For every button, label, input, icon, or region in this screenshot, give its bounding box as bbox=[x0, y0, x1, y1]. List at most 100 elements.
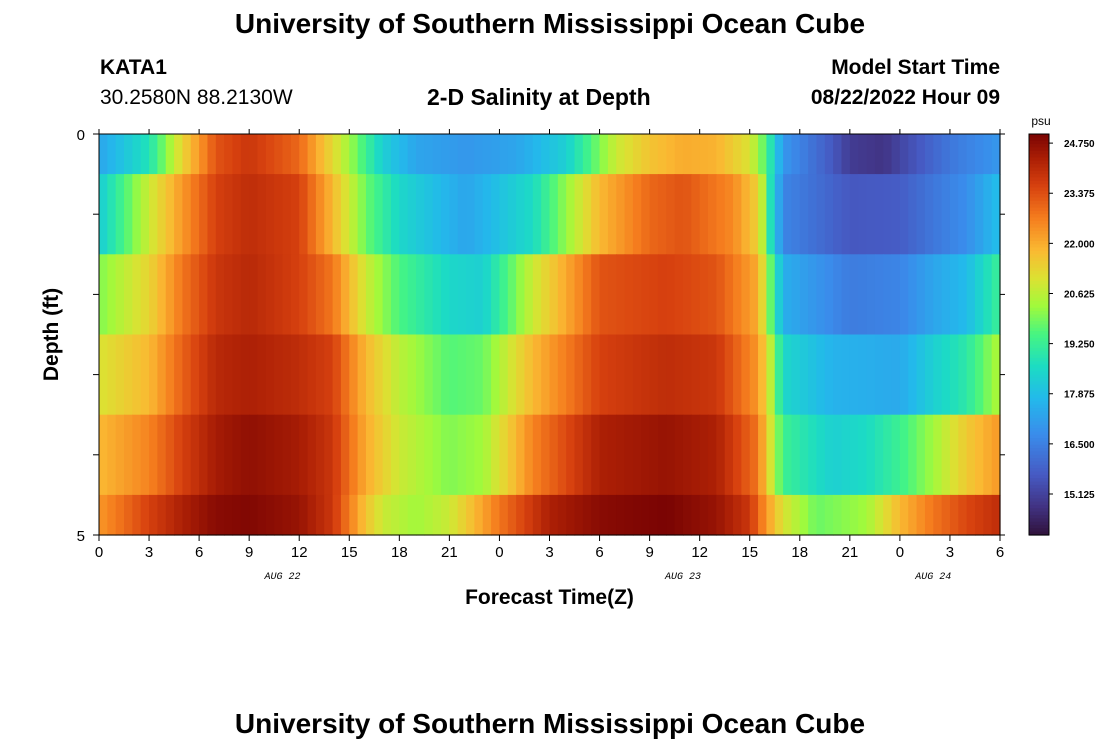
heatmap-cell bbox=[824, 174, 834, 255]
colorbar-segment bbox=[1029, 448, 1049, 453]
colorbar-segment bbox=[1029, 224, 1049, 229]
heatmap-cell bbox=[741, 494, 751, 536]
heatmap-cell bbox=[641, 414, 651, 496]
heatmap-cell bbox=[507, 174, 517, 255]
heatmap-cell bbox=[908, 254, 918, 336]
heatmap-cell bbox=[332, 494, 342, 536]
heatmap-cell bbox=[916, 134, 926, 175]
heatmap-cell bbox=[299, 334, 309, 416]
colorbar-segment bbox=[1029, 364, 1049, 369]
heatmap-cell bbox=[716, 334, 726, 416]
heatmap-cell bbox=[941, 494, 951, 536]
heatmap-cell bbox=[674, 134, 684, 175]
heatmap-cell bbox=[307, 494, 317, 536]
colorbar-segment bbox=[1029, 217, 1049, 222]
heatmap-cell bbox=[432, 494, 442, 536]
heatmap-cell bbox=[691, 414, 701, 496]
heatmap-cell bbox=[849, 134, 859, 175]
heatmap-cell bbox=[299, 494, 309, 536]
heatmap-cell bbox=[549, 494, 559, 536]
heatmap-cell bbox=[382, 334, 392, 416]
heatmap-cell bbox=[299, 134, 309, 175]
heatmap-cell bbox=[124, 254, 133, 336]
colorbar-segment bbox=[1029, 237, 1049, 242]
heatmap-cell bbox=[699, 134, 709, 175]
page-title: University of Southern Mississippi Ocean… bbox=[234, 8, 866, 39]
colorbar-segment bbox=[1029, 167, 1049, 172]
colorbar-segment bbox=[1029, 157, 1049, 162]
heatmap-cell bbox=[157, 134, 167, 175]
colorbar-segment bbox=[1029, 180, 1049, 185]
heatmap-cell bbox=[783, 494, 793, 536]
heatmap-cell bbox=[624, 174, 634, 255]
heatmap-cell bbox=[140, 254, 150, 336]
heatmap-cell bbox=[224, 254, 234, 336]
x-tick-label: 9 bbox=[645, 544, 653, 561]
heatmap-cell bbox=[632, 414, 642, 496]
heatmap-cell bbox=[983, 174, 993, 255]
heatmap-cell bbox=[766, 134, 776, 175]
colorbar-segment bbox=[1029, 518, 1049, 523]
heatmap-cell bbox=[157, 494, 167, 536]
heatmap-cell bbox=[482, 174, 492, 255]
heatmap-cell bbox=[874, 334, 884, 416]
heatmap-cell bbox=[858, 254, 868, 336]
heatmap-cell bbox=[666, 494, 676, 536]
heatmap-cell bbox=[307, 414, 317, 496]
colorbar-segment bbox=[1029, 174, 1049, 179]
colorbar-segment bbox=[1029, 147, 1049, 152]
x-tick-label: 6 bbox=[595, 544, 603, 561]
heatmap-cell bbox=[265, 334, 275, 416]
heatmap-cell bbox=[132, 174, 142, 255]
colorbar-segment bbox=[1029, 361, 1049, 366]
heatmap-cell bbox=[399, 494, 409, 536]
heatmap-cell bbox=[991, 494, 1001, 536]
heatmap-cell bbox=[466, 254, 476, 336]
heatmap-cell bbox=[182, 254, 192, 336]
heatmap-cell bbox=[849, 174, 859, 255]
heatmap-cell bbox=[908, 494, 918, 536]
heatmap-cell bbox=[941, 134, 951, 175]
heatmap-cell bbox=[282, 134, 292, 175]
heatmap-cell bbox=[474, 334, 484, 416]
heatmap-cell bbox=[657, 414, 667, 496]
heatmap-cell bbox=[816, 494, 826, 536]
heatmap-cell bbox=[257, 494, 267, 536]
heatmap-cell bbox=[591, 334, 601, 416]
heatmap-cell bbox=[666, 134, 676, 175]
heatmap-cell bbox=[532, 414, 542, 496]
heatmap-cell bbox=[774, 494, 784, 536]
heatmap-cell bbox=[549, 254, 559, 336]
heatmap-cell bbox=[149, 494, 158, 536]
heatmap-cell bbox=[841, 414, 851, 496]
colorbar-segment bbox=[1029, 347, 1049, 352]
heatmap-cell bbox=[115, 494, 125, 536]
heatmap-cell bbox=[966, 334, 976, 416]
heatmap-cell bbox=[983, 414, 993, 496]
heatmap-cell bbox=[791, 254, 801, 336]
heatmap-cell bbox=[357, 254, 367, 336]
heatmap-cell bbox=[783, 174, 793, 255]
heatmap-cell bbox=[933, 334, 943, 416]
heatmap-cell bbox=[332, 334, 342, 416]
heatmap-cell bbox=[240, 134, 250, 175]
heatmap-cell bbox=[516, 254, 526, 336]
heatmap-cell bbox=[124, 134, 133, 175]
heatmap-cell bbox=[908, 334, 918, 416]
colorbar-segment bbox=[1029, 384, 1049, 389]
heatmap-cell bbox=[357, 414, 367, 496]
colorbar-tick-label: 17.875 bbox=[1064, 390, 1095, 401]
heatmap-cell bbox=[883, 254, 893, 336]
heatmap-cell bbox=[758, 134, 767, 175]
heatmap-cell bbox=[716, 254, 726, 336]
heatmap-cell bbox=[524, 494, 534, 536]
heatmap-cell bbox=[541, 174, 551, 255]
x-axis-label: Forecast Time(Z) bbox=[465, 586, 634, 609]
heatmap-cell bbox=[249, 494, 259, 536]
colorbar-segment bbox=[1029, 334, 1049, 339]
heatmap-cell bbox=[816, 254, 826, 336]
heatmap-cell bbox=[699, 414, 709, 496]
heatmap-cell bbox=[716, 174, 726, 255]
heatmap-cell bbox=[382, 414, 392, 496]
heatmap-cell bbox=[382, 134, 392, 175]
